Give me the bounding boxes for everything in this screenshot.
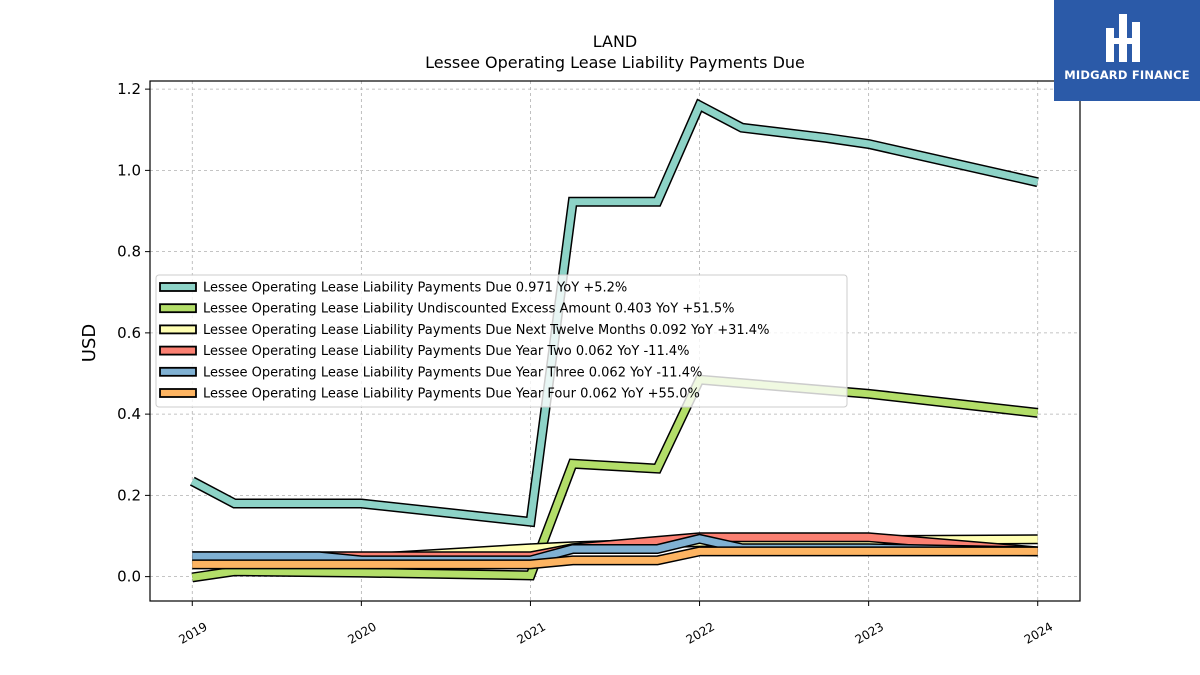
brand-logo-box: MIDGARD FINANCE (1054, 0, 1200, 101)
x-tick-label: 2024 (1022, 619, 1055, 646)
series-line (190, 100, 1039, 526)
legend-entry: Lessee Operating Lease Liability Payment… (203, 387, 700, 402)
legend-swatch (159, 388, 197, 398)
x-tick-label: 2020 (345, 619, 378, 646)
y-tick-label: 0.8 (117, 243, 141, 261)
series-1 (189, 98, 1039, 528)
legend: Lessee Operating Lease Liability Payment… (155, 274, 848, 408)
brand-name: MIDGARD FINANCE (1064, 68, 1190, 82)
y-tick-label: 0.4 (117, 405, 141, 423)
midgard-logo-icon (1106, 14, 1140, 62)
x-tick-label: 2022 (684, 619, 717, 646)
chart-subtitle: Lessee Operating Lease Liability Payment… (425, 53, 805, 72)
legend-swatch (159, 345, 197, 356)
y-tick-label: 1.0 (117, 161, 141, 179)
legend-entry: Lessee Operating Lease Liability Undisco… (203, 302, 734, 317)
series-line (192, 547, 1038, 568)
y-tick-label: 1.2 (117, 80, 141, 98)
legend-entry: Lessee Operating Lease Liability Payment… (203, 365, 702, 380)
legend-box (155, 274, 848, 408)
series-6 (192, 546, 1038, 570)
plot-frame (149, 80, 1081, 602)
y-axis-label: USD (79, 324, 100, 362)
legend-swatch (159, 303, 197, 314)
legend-swatch (159, 324, 197, 335)
legend-entry: Lessee Operating Lease Liability Payment… (203, 323, 769, 338)
chart-title: LAND (593, 32, 638, 51)
x-tick-label: 2023 (853, 619, 886, 646)
y-tick-label: 0.0 (117, 568, 141, 586)
y-tick-label: 0.6 (117, 324, 141, 342)
y-tick-label: 0.2 (117, 486, 141, 504)
legend-swatch (159, 282, 197, 292)
legend-entry: Lessee Operating Lease Liability Payment… (203, 344, 689, 359)
legend-swatch (159, 366, 197, 377)
legend-entry: Lessee Operating Lease Liability Payment… (203, 281, 627, 296)
x-tick-label: 2021 (515, 619, 548, 646)
x-tick-label: 2019 (176, 619, 209, 646)
